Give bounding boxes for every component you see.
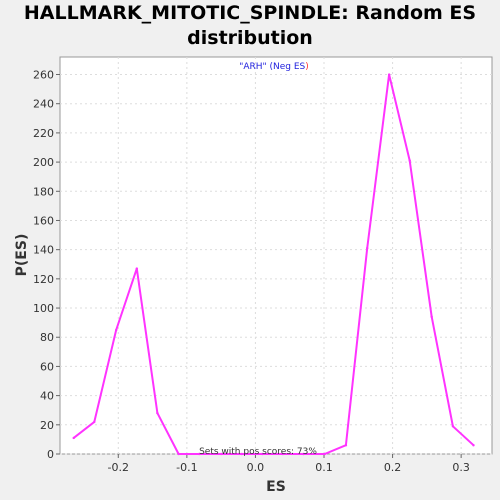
data-point (302, 452, 305, 456)
data-point (472, 444, 475, 447)
data-point (281, 452, 285, 456)
series-group (72, 73, 475, 456)
y-tick-label: 80 (40, 331, 54, 344)
y-tick-label: 0 (47, 448, 54, 461)
data-point (219, 452, 223, 456)
x-tick-label: -0.1 (176, 461, 197, 474)
chart-title-line1: HALLMARK_MITOTIC_SPINDLE: Random ES (23, 2, 477, 24)
legend-annotation: "ARH" (Neg ES) (239, 62, 309, 72)
y-tick-label: 180 (33, 185, 54, 198)
grid-lines (60, 57, 492, 455)
y-tick-label: 240 (33, 98, 54, 111)
y-axis-label: P(ES) (14, 234, 30, 277)
y-tick-label: 40 (40, 390, 54, 403)
y-tick-label: 160 (33, 214, 54, 227)
data-point (240, 452, 243, 456)
y-tick-label: 60 (40, 360, 54, 373)
y-tick-label: 140 (33, 244, 54, 257)
x-tick-label: -0.2 (108, 461, 129, 474)
x-tick-label: 0.2 (384, 461, 402, 474)
series-line (73, 73, 475, 455)
data-point (451, 425, 455, 428)
x-tick-label: 0.3 (452, 461, 470, 474)
data-point (323, 452, 326, 456)
x-axis-ticks: -0.2 -0.1 0.0 0.1 0.2 0.3 (108, 454, 470, 474)
legend-annotation-paren: ) (305, 62, 309, 72)
data-point (344, 444, 348, 447)
data-point (72, 436, 75, 440)
footer-note: Sets with pos scores: 73% (199, 447, 317, 457)
x-tick-label: 0.0 (247, 461, 265, 474)
data-point (261, 452, 264, 456)
chart-title: HALLMARK_MITOTIC_SPINDLE: Random ES dist… (0, 1, 500, 51)
x-tick-label: 0.1 (315, 461, 333, 474)
x-axis-label: ES (266, 479, 286, 495)
data-point (115, 328, 118, 332)
data-point (177, 452, 180, 456)
data-point (430, 315, 433, 319)
y-tick-label: 100 (33, 302, 54, 315)
y-tick-label: 20 (40, 419, 54, 432)
data-point (198, 452, 201, 456)
data-point (408, 159, 411, 162)
y-tick-label: 260 (33, 69, 54, 82)
data-point (387, 73, 391, 76)
y-tick-label: 200 (33, 156, 54, 169)
data-point (366, 247, 369, 250)
data-point (156, 411, 159, 415)
plot-area (59, 56, 493, 455)
legend-annotation-text: "ARH" (Neg ES (239, 62, 305, 72)
data-point (135, 267, 138, 270)
y-axis-ticks: 0 20 40 60 80 100 120 140 160 180 200 220 240 260 (33, 69, 60, 461)
chart-title-line2: distribution (187, 27, 313, 49)
y-tick-label: 220 (33, 127, 54, 140)
data-point (93, 420, 96, 424)
y-tick-label: 120 (33, 273, 54, 286)
